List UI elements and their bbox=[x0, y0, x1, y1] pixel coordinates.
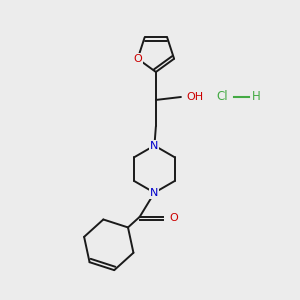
Text: N: N bbox=[150, 141, 159, 151]
Text: N: N bbox=[150, 188, 159, 198]
Text: H: H bbox=[252, 91, 260, 103]
Text: OH: OH bbox=[187, 92, 204, 102]
Text: O: O bbox=[169, 213, 178, 223]
Text: O: O bbox=[133, 54, 142, 64]
Text: Cl: Cl bbox=[216, 91, 228, 103]
